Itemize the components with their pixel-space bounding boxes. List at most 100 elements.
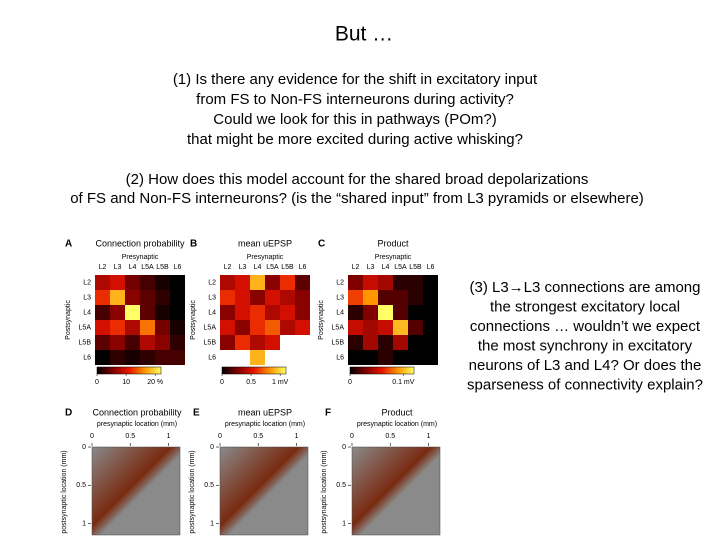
heatmap-cell [155,275,170,290]
heatmap-cell [125,320,140,335]
heatmap-cell [220,320,235,335]
row-label: L3 [336,294,344,301]
colorbar-tick-label: 0.5 [246,379,256,386]
heatmap-cell [110,305,125,320]
panel-title: mean uEPSP [238,407,292,417]
row-label: L5A [79,324,92,331]
heatmap-cell [170,290,185,305]
column-label: L4 [129,264,137,271]
heatmap-cell [170,305,185,320]
column-label: L2 [224,264,232,271]
heatmap-cell [408,335,423,350]
heatmap-cell [295,320,310,335]
heatmap-cell [363,350,378,365]
heatmap-cell [110,335,125,350]
heatmap-cell [235,290,250,305]
axis-label: presynaptic location (mm) [225,421,305,428]
heatmap-cell [423,275,438,290]
axis-label: Postsynaptic [318,300,325,340]
x-tick-label: 0 [350,433,354,440]
heatmap-cell [408,305,423,320]
heatmap-cell [393,335,408,350]
heatmap-cell [280,305,295,320]
heatmap-cell [250,305,265,320]
column-label: L4 [254,264,262,271]
heatmap-cell [393,275,408,290]
column-label: L4 [382,264,390,271]
column-label: L2 [352,264,360,271]
panel-title: mean uEPSP [238,238,292,248]
row-label: L3 [83,294,91,301]
colorbar-tick-label: 0.1 mV [392,379,415,386]
heatmap-cell [280,275,295,290]
heatmap-cell [110,350,125,365]
row-label: L2 [208,279,216,286]
heatmap-cell [265,275,280,290]
heatmap-cell [378,290,393,305]
colorbar-tick-label: 0 [220,379,224,386]
heatmap-cell [363,305,378,320]
heatmap-cell [348,305,363,320]
panel-letter: B [190,239,197,250]
heatmap-cell [125,290,140,305]
panel-title: Connection probability [92,407,182,417]
map-area [91,446,181,536]
map-area [351,446,441,536]
heatmap-cell [170,275,185,290]
question-line: (3) L3→L3 connections are among [470,279,701,296]
y-tick-label: 0 [210,444,214,451]
map-area [219,446,309,536]
question-line: of FS and Non-FS interneurons? (is the “… [70,190,644,207]
heatmap-cell [423,305,438,320]
heatmap-cell [220,275,235,290]
column-label: L5B [281,264,294,271]
row-label: L4 [83,309,91,316]
heatmap-cell [125,350,140,365]
heatmap-cell [95,305,110,320]
panel-letter: E [193,408,200,419]
colorbar-tick-label: 1 mV [272,379,289,386]
axis-label: postsynaptic location (mm) [189,450,196,533]
heatmap-cell [110,290,125,305]
heatmap-cell [265,335,280,350]
heatmap-cell [408,275,423,290]
panel-letter: C [318,239,325,250]
colorbar-tick-label: 20 % [147,379,163,386]
heatmap-cell [170,350,185,365]
heatmap-cell [378,320,393,335]
heatmap-cell [265,290,280,305]
panel-letter: D [65,408,72,419]
heatmap-cell [408,320,423,335]
x-tick-label: 0.5 [253,433,263,440]
column-label: L6 [299,264,307,271]
row-label: L5B [332,339,345,346]
y-tick-label: 1 [342,520,346,527]
x-tick-label: 0.5 [385,433,395,440]
row-label: L5B [79,339,92,346]
column-label: L5A [141,264,154,271]
heatmap-cell [363,275,378,290]
heatmap-cell [140,350,155,365]
colorbar-tick-label: 10 [122,379,130,386]
question-line: Could we look for this in pathways (POm?… [213,111,496,128]
heatmap-cell [250,335,265,350]
heatmap-cell [110,275,125,290]
heatmap-cell [170,320,185,335]
question-line: sparseness of connectivity explain? [467,376,703,393]
slide-title: But … [335,23,393,46]
heatmap-cell [423,320,438,335]
x-tick-label: 0.5 [125,433,135,440]
column-label: L5A [266,264,279,271]
heatmap-cell [155,290,170,305]
column-label: L3 [239,264,247,271]
colorbar [349,366,415,375]
heatmap-cell [235,320,250,335]
axis-label: Postsynaptic [190,300,197,340]
heatmap-cell [378,350,393,365]
heatmap-cell [235,305,250,320]
y-tick-label: 0 [342,444,346,451]
question-line: neurons of L3 and L4? Or does the [469,357,702,374]
x-tick-label: 0 [90,433,94,440]
heatmap-cell [95,335,110,350]
heatmap-cell [155,320,170,335]
